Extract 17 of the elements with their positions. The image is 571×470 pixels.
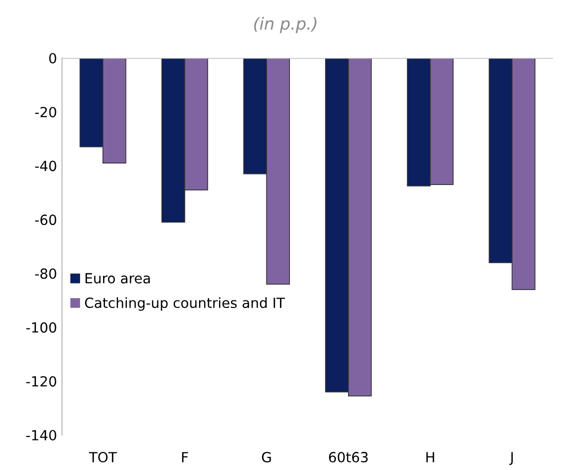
y-tick-label: -60: [35, 214, 56, 226]
legend-label: Catching-up countries and IT: [85, 297, 285, 311]
x-tick-label: H: [426, 452, 434, 462]
x-tick-label: F: [182, 452, 188, 462]
chart-subtitle: (in p.p.): [254, 16, 316, 34]
legend-label: Euro area: [86, 273, 150, 284]
y-tick-label: -100: [26, 322, 56, 333]
x-tick-label: TOT: [88, 452, 117, 462]
x-tick-label: G: [262, 452, 271, 462]
y-tick-label: 0: [49, 52, 56, 64]
y-tick-label: -120: [26, 376, 56, 387]
y-tick-label: -80: [35, 268, 56, 279]
x-tick-label: J: [509, 452, 513, 465]
y-tick-label: -20: [35, 106, 56, 118]
y-tick-label: -40: [35, 160, 56, 172]
y-tick-label: -140: [26, 430, 56, 440]
x-tick-label: 60t63: [328, 452, 368, 462]
